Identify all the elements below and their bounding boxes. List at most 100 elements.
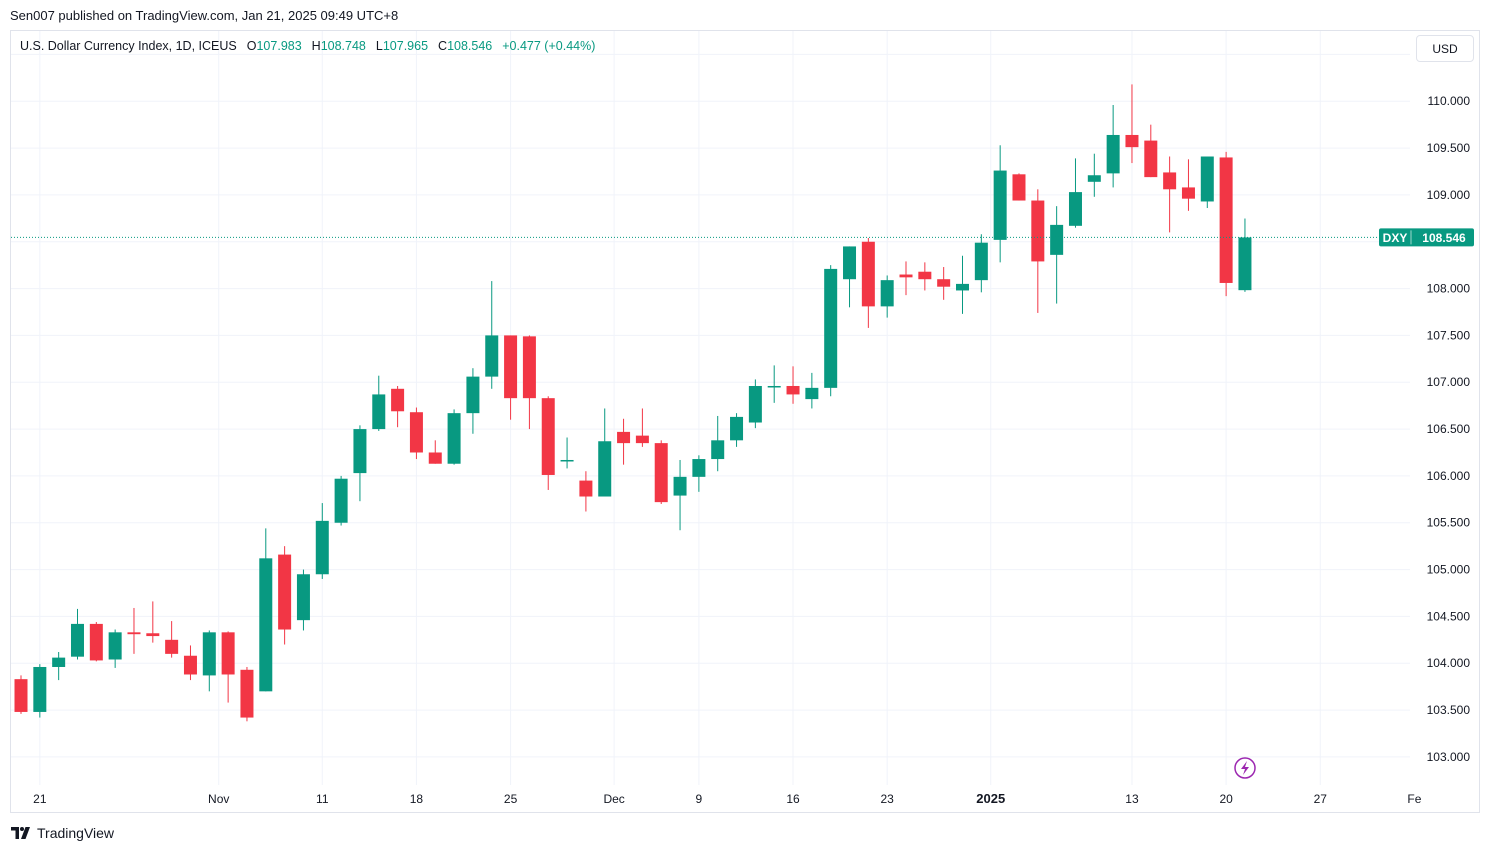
candle-body — [1144, 140, 1158, 178]
x-tick-label: 27 — [1314, 792, 1328, 806]
candle-body — [127, 632, 141, 635]
candle-body — [146, 633, 160, 637]
candle-body — [447, 413, 461, 464]
change-value: +0.477 (+0.44%) — [502, 39, 596, 53]
y-tick-label: 107.500 — [1427, 328, 1471, 342]
candle-body — [240, 669, 254, 718]
y-tick-label: 110.000 — [1428, 94, 1471, 108]
candle-body — [372, 394, 386, 430]
candle-body — [1031, 200, 1045, 262]
x-tick-label: 16 — [786, 792, 800, 806]
published-line: Sen007 published on TradingView.com, Jan… — [10, 8, 399, 23]
x-tick-label: 9 — [696, 792, 703, 806]
candle-body — [635, 435, 649, 444]
price-tag-value: 108.546 — [1422, 231, 1466, 245]
price-axis[interactable]: 103.000 103.500 104.000 104.500 105.000 105.5… — [1427, 47, 1471, 763]
candle-body — [1163, 172, 1177, 190]
candle-body — [485, 335, 499, 377]
high-label: H — [311, 39, 321, 53]
candle-body — [1087, 175, 1101, 182]
candle-body — [730, 416, 744, 441]
low-label: L — [375, 39, 383, 53]
candle-body — [899, 274, 913, 278]
candle-body — [70, 623, 84, 657]
x-tick-label: 11 — [316, 792, 329, 806]
y-tick-label: 105.000 — [1427, 563, 1471, 577]
candle-body — [560, 459, 574, 462]
candle-body — [1200, 156, 1214, 202]
candle-body — [937, 279, 951, 287]
candle-body — [617, 431, 631, 444]
candle-body — [278, 554, 292, 630]
candle-body — [1106, 134, 1120, 174]
close-value: 108.546 — [447, 39, 493, 53]
x-tick-label: Dec — [603, 792, 624, 806]
grid-lines — [11, 31, 1410, 785]
y-tick-label: 106.500 — [1427, 422, 1471, 436]
candle-body — [786, 385, 800, 395]
time-axis[interactable]: 21 Nov 11 18 25 Dec 9 16 23 2025 13 20 27 Fe — [33, 791, 1422, 806]
high-value: 108.748 — [320, 39, 366, 53]
close-label: C — [438, 39, 448, 53]
y-tick-label: 106.000 — [1427, 469, 1471, 483]
x-tick-label: 13 — [1125, 792, 1139, 806]
candle-body — [541, 398, 555, 475]
candle-body — [202, 632, 216, 676]
y-tick-label: 105.500 — [1427, 516, 1471, 530]
candle-body — [33, 666, 47, 712]
candle-body — [692, 459, 706, 477]
candle-body — [522, 336, 536, 399]
x-tick-label: 23 — [881, 792, 895, 806]
candles — [14, 84, 1252, 722]
candle-body — [1181, 187, 1195, 199]
x-tick-label: 25 — [504, 792, 518, 806]
candle-body — [598, 441, 612, 497]
candle-body — [767, 385, 781, 388]
footer-brand[interactable]: TradingView — [11, 825, 114, 841]
lightning-icon[interactable] — [1234, 757, 1256, 779]
tradingview-logo-icon — [11, 827, 30, 839]
candle-body — [1219, 157, 1233, 283]
y-tick-label: 107.000 — [1427, 375, 1471, 389]
price-tag-symbol: DXY — [1383, 231, 1408, 245]
candle-body — [108, 632, 122, 660]
candle-body — [1125, 134, 1139, 148]
y-tick-label: 104.500 — [1427, 609, 1471, 623]
open-value: 107.983 — [256, 39, 302, 53]
candle-body — [843, 246, 857, 280]
candle-body — [824, 268, 838, 388]
candle-body — [353, 429, 367, 474]
candle-body — [974, 242, 988, 281]
candle-body — [428, 452, 442, 464]
candle-body — [504, 335, 518, 399]
candle-body — [1068, 192, 1082, 226]
candle-body — [334, 478, 348, 523]
currency-button[interactable]: USD — [1416, 35, 1474, 62]
last-price-line: DXY 108.546 — [11, 228, 1474, 247]
candle-body — [14, 679, 28, 712]
candle-body — [805, 387, 819, 400]
x-tick-label: Nov — [208, 792, 229, 806]
candle-body — [1238, 237, 1252, 291]
candle-body — [165, 639, 179, 654]
candle-body — [956, 283, 969, 291]
candle-body — [221, 632, 235, 675]
candle-body — [315, 520, 329, 575]
candle-body — [409, 412, 423, 453]
x-tick-label: 2025 — [976, 791, 1005, 806]
x-tick-label: 18 — [410, 792, 424, 806]
x-tick-label: 21 — [33, 792, 47, 806]
y-tick-label: 103.500 — [1427, 703, 1471, 717]
candle-body — [993, 170, 1007, 240]
open-label: O — [246, 39, 257, 53]
y-tick-label: 109.000 — [1427, 188, 1471, 202]
candle-body — [52, 657, 66, 667]
candle-body — [579, 480, 593, 497]
candle-body — [748, 385, 762, 423]
candle-body — [296, 574, 310, 621]
chart-frame — [10, 30, 1480, 813]
candle-body — [654, 443, 668, 503]
y-tick-label: 108.000 — [1427, 282, 1471, 296]
candle-body — [259, 558, 273, 692]
